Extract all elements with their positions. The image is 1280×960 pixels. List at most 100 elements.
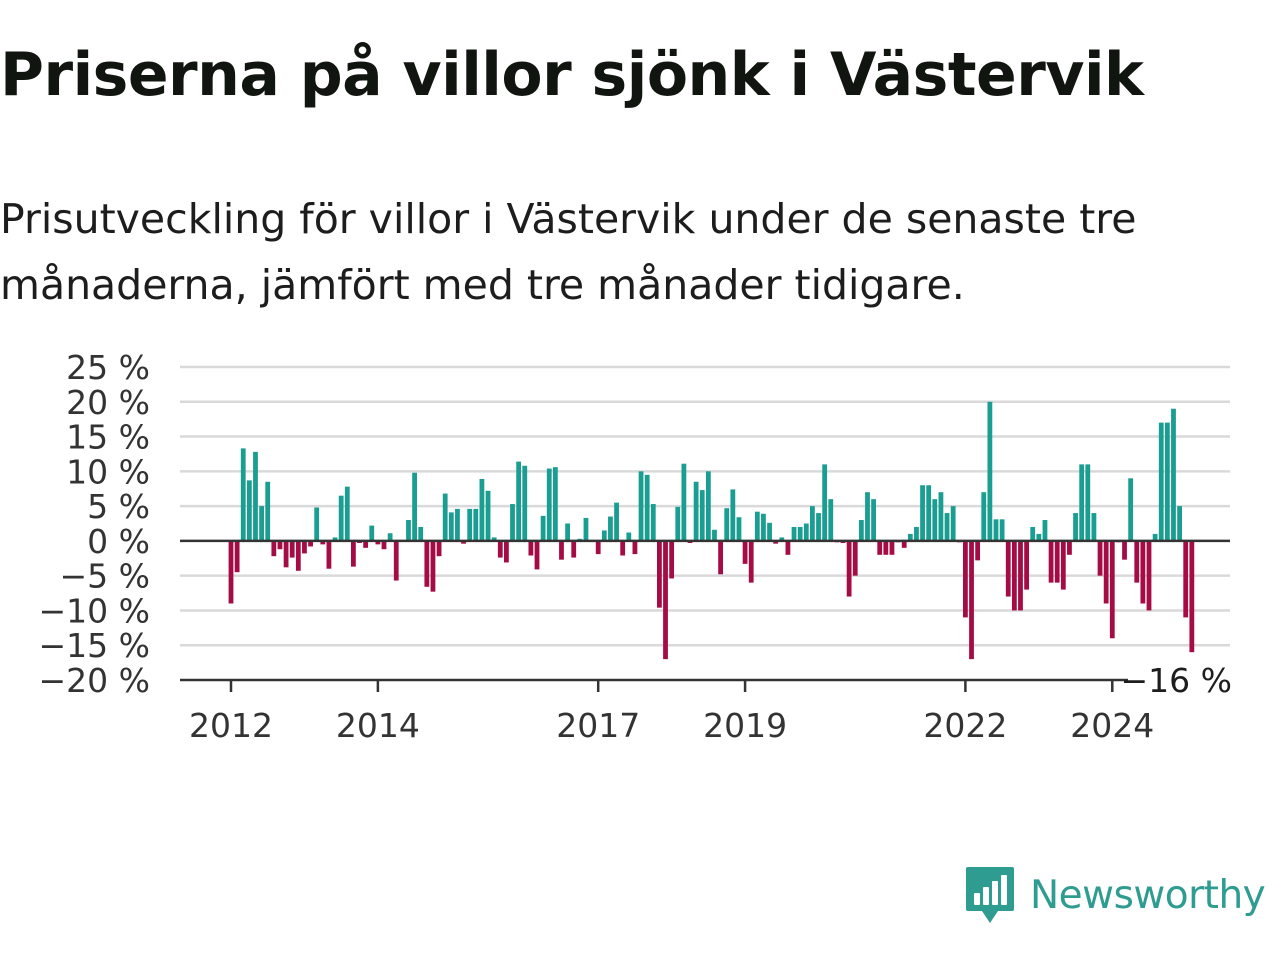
bar xyxy=(1091,513,1097,541)
bar xyxy=(583,517,589,541)
bar xyxy=(858,520,864,541)
bar xyxy=(736,517,742,541)
bar xyxy=(344,486,350,541)
x-tick-label: 2017 xyxy=(556,706,640,745)
bar xyxy=(993,519,999,541)
bar xyxy=(932,499,938,541)
bar xyxy=(1067,540,1072,555)
bar xyxy=(907,533,913,541)
bar xyxy=(283,540,289,568)
bar xyxy=(295,540,301,571)
y-tick-label: −5 % xyxy=(60,557,151,596)
bar xyxy=(877,540,883,555)
bar xyxy=(944,513,950,541)
bar xyxy=(326,540,332,569)
bar xyxy=(1073,513,1078,541)
bar xyxy=(473,508,479,541)
bar xyxy=(914,526,919,541)
bar xyxy=(338,495,344,541)
bar xyxy=(320,540,326,545)
bar xyxy=(455,508,460,541)
bar xyxy=(314,507,320,541)
bar xyxy=(265,481,271,541)
bar xyxy=(393,540,399,581)
bar xyxy=(938,492,944,541)
bar xyxy=(412,472,417,541)
bar xyxy=(663,540,668,660)
bar xyxy=(271,540,277,557)
bar xyxy=(540,515,546,541)
bar xyxy=(289,540,295,558)
bar xyxy=(754,511,760,541)
bar xyxy=(528,540,534,556)
bar xyxy=(351,540,356,567)
bar xyxy=(797,526,803,541)
y-tick-label: 5 % xyxy=(87,487,150,526)
bar xyxy=(277,540,283,550)
bar xyxy=(1048,540,1054,583)
bar xyxy=(975,540,981,561)
bar xyxy=(565,523,570,541)
bar xyxy=(963,540,968,618)
bar xyxy=(712,529,717,541)
bar xyxy=(791,526,797,541)
newsworthy-logo-icon xyxy=(966,867,1014,923)
bar xyxy=(1030,526,1036,541)
bar xyxy=(1011,540,1017,611)
bar xyxy=(332,537,338,541)
bar xyxy=(491,537,497,541)
x-tick-label: 2014 xyxy=(336,706,420,745)
bar xyxy=(889,540,895,555)
x-tick-label: 2019 xyxy=(703,706,787,745)
bar xyxy=(534,540,540,570)
bar xyxy=(969,540,974,660)
bar xyxy=(381,540,387,550)
bar xyxy=(1024,540,1029,590)
bar xyxy=(718,540,723,575)
bar xyxy=(1189,540,1195,653)
bar xyxy=(571,540,577,558)
bar xyxy=(504,540,509,563)
bar xyxy=(1171,408,1176,541)
x-tick-label: 2012 xyxy=(189,706,273,745)
bar xyxy=(883,540,889,555)
bar xyxy=(650,504,656,541)
bar xyxy=(669,540,675,579)
bar xyxy=(1018,540,1023,611)
bar xyxy=(302,540,307,554)
bar xyxy=(387,533,393,541)
grid-lines xyxy=(180,365,1230,647)
bar xyxy=(761,513,766,541)
bar xyxy=(614,502,619,541)
bar xyxy=(1146,540,1152,611)
bars xyxy=(228,401,1195,660)
bar xyxy=(363,540,369,548)
bar xyxy=(1134,540,1140,583)
bar xyxy=(681,463,687,541)
x-axis-tick-labels: 2012 2014 2017 2019 2022 2024 xyxy=(189,680,1154,745)
bar xyxy=(1177,506,1182,541)
bar xyxy=(724,508,730,541)
bar xyxy=(1158,422,1164,541)
bar xyxy=(406,520,411,541)
bar xyxy=(828,499,834,541)
bar xyxy=(1085,464,1091,541)
bar xyxy=(810,506,815,541)
bar xyxy=(510,504,515,541)
bar xyxy=(246,480,252,541)
bar xyxy=(626,532,632,541)
bar xyxy=(1060,540,1066,590)
y-tick-label: −20 % xyxy=(39,661,151,700)
bar xyxy=(1079,464,1085,541)
last-value-annotation: −16 % xyxy=(1121,661,1233,700)
bar xyxy=(767,522,772,541)
y-tick-label: 20 % xyxy=(66,383,150,422)
bar xyxy=(865,492,870,541)
bar xyxy=(234,540,240,573)
bar xyxy=(920,485,925,541)
y-tick-label: 25 % xyxy=(66,348,150,387)
chart-subtitle: Prisutveckling för villor i Västervik un… xyxy=(0,195,1137,309)
bar xyxy=(871,499,876,541)
bar xyxy=(253,451,258,541)
bar xyxy=(773,540,779,544)
